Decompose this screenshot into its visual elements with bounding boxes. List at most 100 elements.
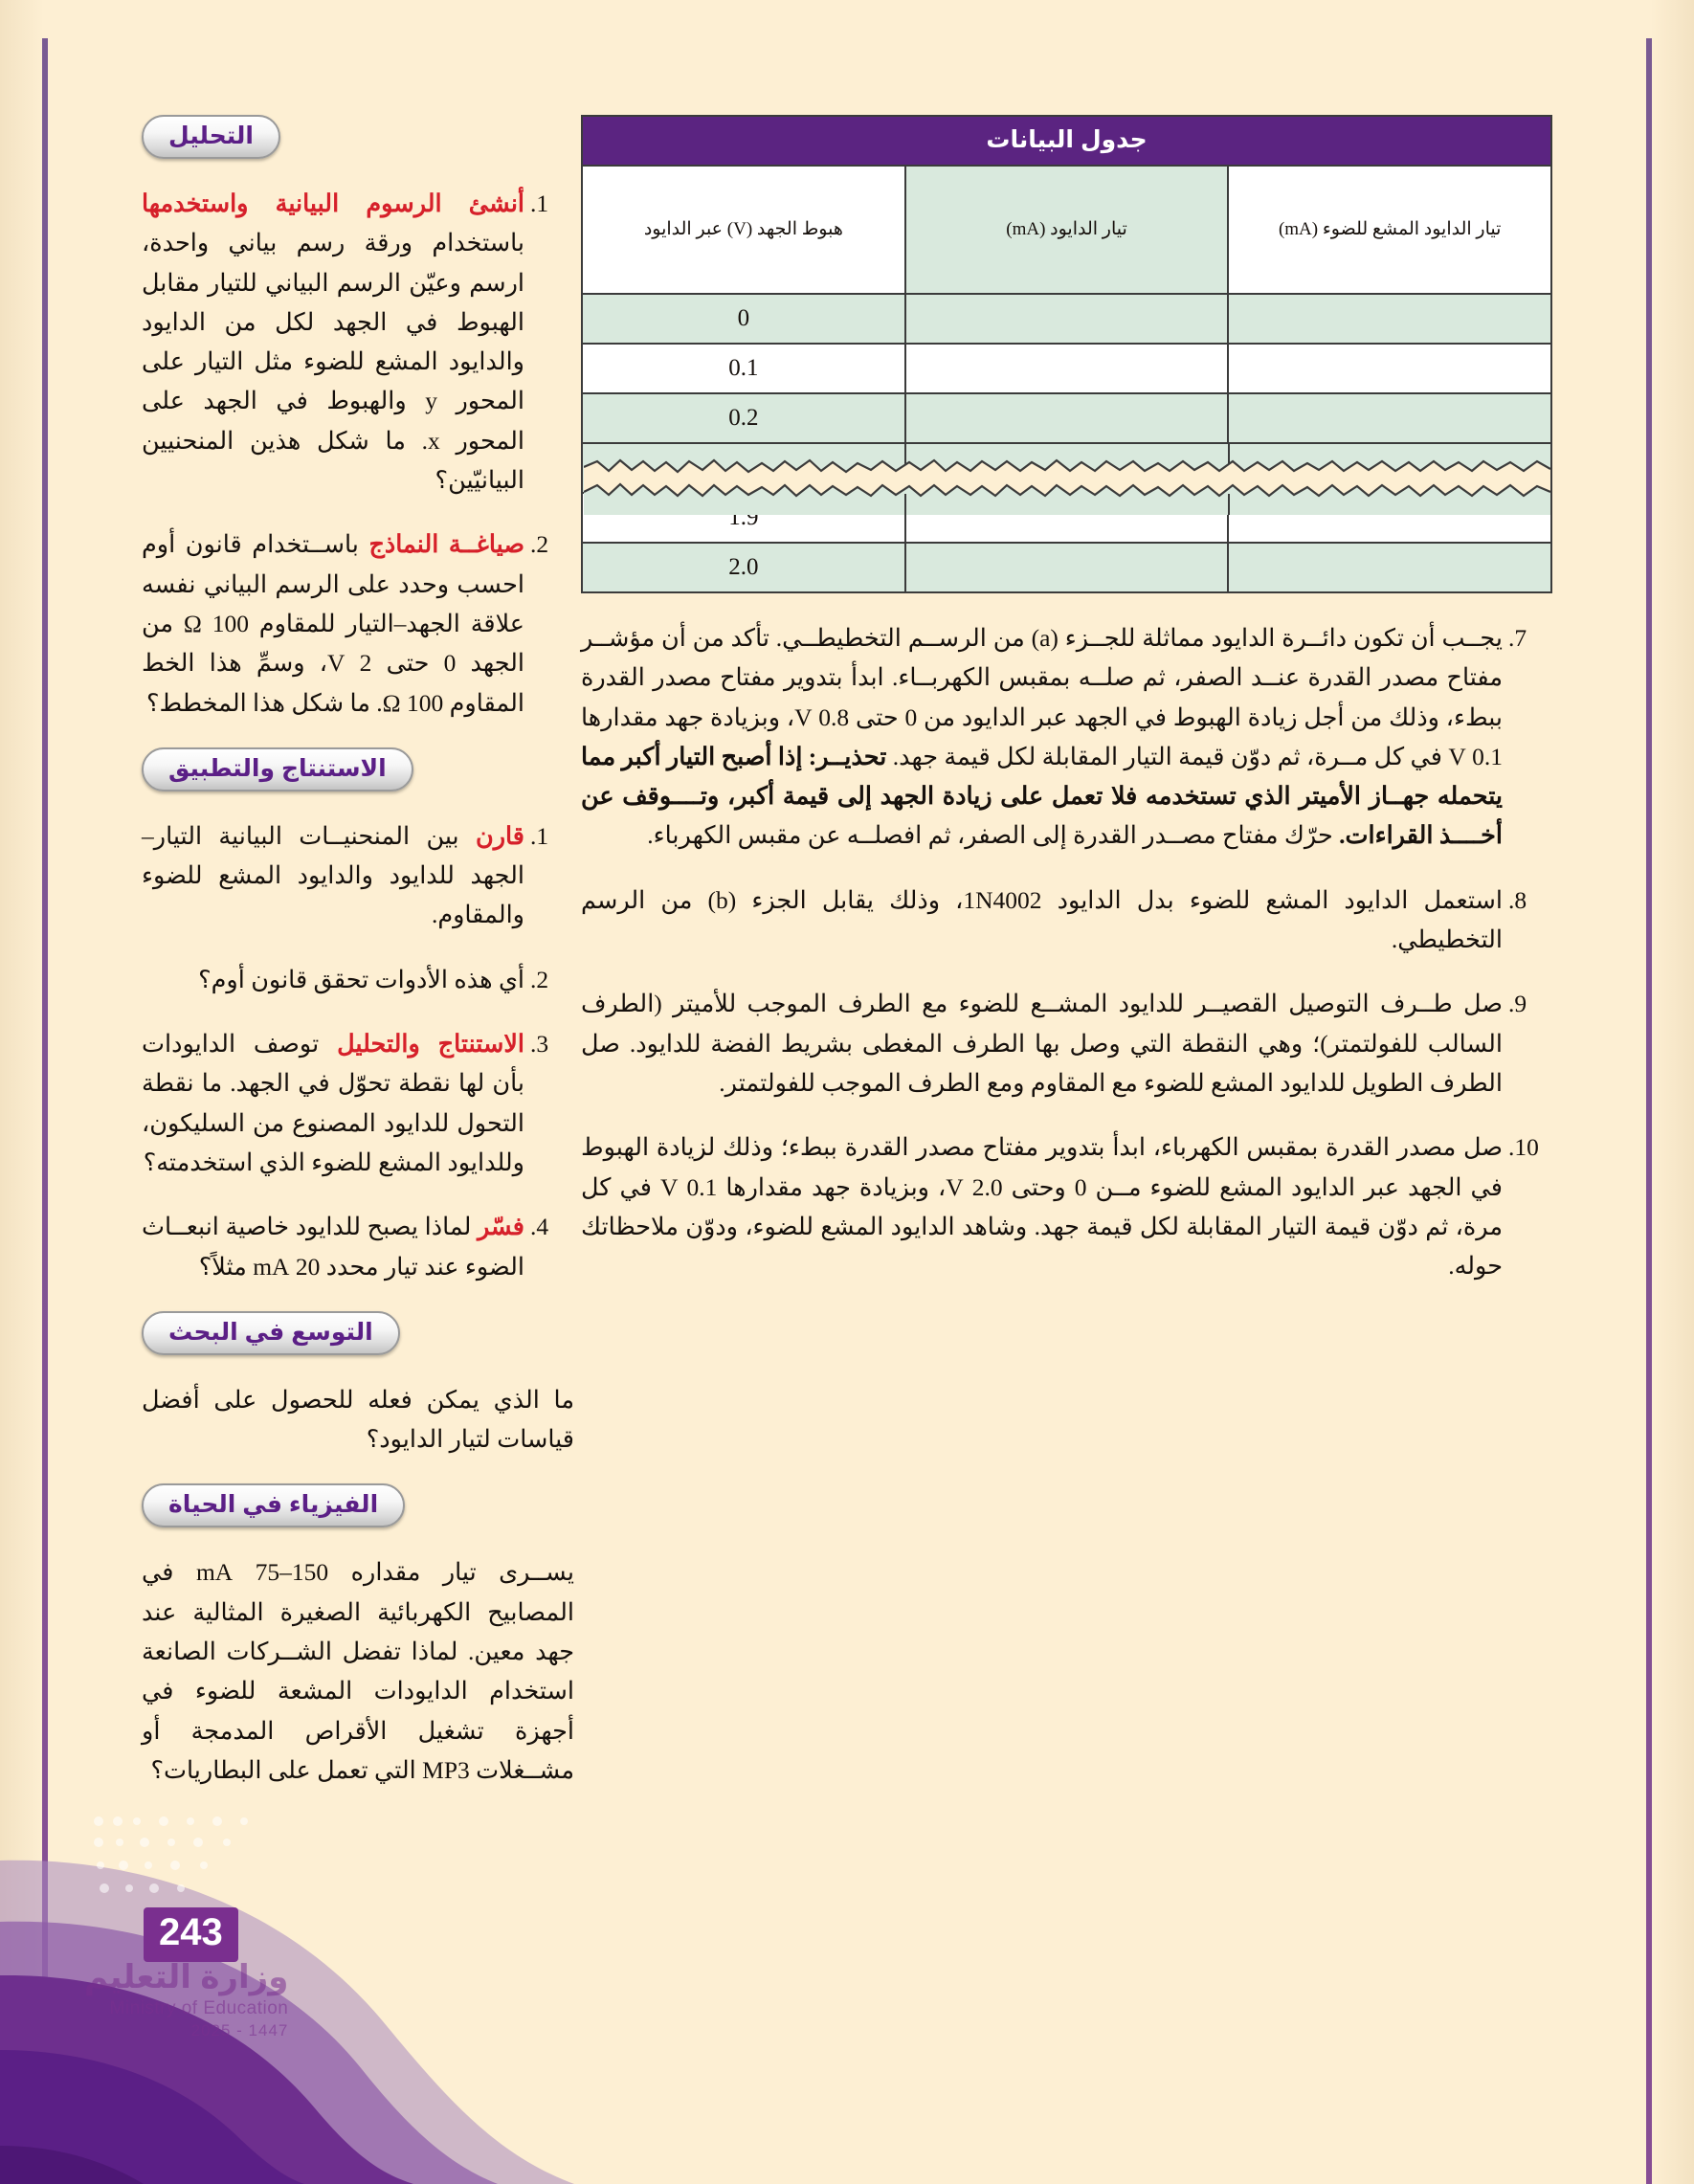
list-item-number: 2. [530,530,549,559]
extend-body: ما الذي يمكن فعله للحصول على أفضل قياسات… [142,1385,574,1454]
data-table-body: 0 0.1 0.2 [581,293,1552,593]
analysis-1-lead: أنشئ الرسوم البيانية واستخدمها [142,189,524,217]
analysis-list: 1. أنشئ الرسوم البيانية واستخدمها باستخد… [142,184,574,723]
data-table-wrapper: جدول البيانات تيار الدايود المشع للضوء (… [581,115,1552,593]
section-heading-extend-research: التوسع في البحث [142,1310,400,1355]
column-header-diode-current: تيار الدايود (mA) [903,165,1230,295]
list-item: 9. صل طــرف التوصيل القصيــر للدايود الم… [581,984,1552,1103]
list-item-number: 9. [1508,990,1527,1018]
conclude-4-body: لماذا يصبح للدايود خاصية انبعــاث الضوء … [142,1213,524,1281]
procedure-7-warning: تحذيــر: إذا أصبح التيار أكبر مما يتحمله… [581,742,1503,850]
procedure-7-part-3: حرّك مفتاح مصــدر القدرة إلى الصفر، ثم ا… [647,821,1340,850]
list-item-number: 1. [530,189,549,217]
cell-led-current[interactable] [1227,293,1552,345]
physics-life-heading-wrap: الفيزياء في الحياة [142,1483,574,1528]
list-item: 1. قارن بين المنحنيــات البيانية التيار–… [142,816,574,935]
list-item-number: 7. [1508,624,1527,652]
cell-voltage: 0 [581,293,906,345]
list-item-text: صل مصدر القدرة بمقبس الكهرباء، ابدأ بتدو… [581,1133,1503,1281]
binding-stripe-right [1646,0,1652,2184]
list-item-number: 10. [1508,1133,1539,1162]
list-item-text: صياغــة النماذج باســتخدام قانون أوم احس… [142,530,524,716]
list-item-text: أي هذه الأدوات تحقق قانون أوم؟ [198,965,524,993]
footer-decoration [0,1734,747,2184]
cell-diode-current[interactable] [903,293,1230,345]
list-item: 3. الاستنتاج والتحليل توصف الدايودات بأن… [142,1024,574,1182]
physics-life-body: يســرى تيار مقداره 150–75 mA في المصابيح… [142,1558,575,1784]
binding-gap-right [1646,0,1652,38]
zigzag-tear-icon [584,444,1550,515]
list-item-number: 8. [1508,885,1527,914]
table-row: 0.1 [581,343,1552,394]
table-row: 0 [581,293,1552,345]
ministry-year: 1447 - 2025 [190,2021,289,2039]
conclude-4-lead: فسّر [477,1213,524,1241]
analysis-2-lead: صياغــة النماذج [368,530,524,559]
binding-gap-left [42,0,48,38]
conclude-list: 1. قارن بين المنحنيــات البيانية التيار–… [142,816,574,1286]
footer-wave-graphic [0,1860,574,2184]
list-item-text: أنشئ الرسوم البيانية واستخدمها باستخدام … [142,189,524,494]
list-item: 10. صل مصدر القدرة بمقبس الكهرباء، ابدأ … [581,1127,1552,1285]
list-item-number: 4. [530,1213,549,1241]
cell-led-current[interactable] [1227,392,1552,444]
list-item-text: استعمل الدايود المشع للضوء بدل الدايود 1… [581,885,1503,954]
cell-voltage: 0.2 [581,392,906,444]
conclude-1-lead: قارن [476,821,524,850]
ministry-logo: وزارة التعليم Ministry of Education 1447… [84,1958,289,2040]
extend-heading-wrap: التوسع في البحث [142,1310,574,1355]
procedure-7-part-1: يجــب أن تكون دائــرة الدايود مماثلة للج… [581,624,1504,770]
right-column: جدول البيانات تيار الدايود المشع للضوء (… [581,115,1552,1310]
table-row: 2.0 [581,542,1552,593]
list-item-text: فسّر لماذا يصبح للدايود خاصية انبعــاث ا… [142,1213,524,1280]
analysis-heading-wrap: التحليل [142,115,574,159]
ministry-name-en: Ministry of Education [109,1998,289,2018]
list-item-text: قارن بين المنحنيــات البيانية التيار–الج… [142,822,524,929]
column-header-led-current: تيار الدايود المشع للضوء (mA) [1227,165,1552,295]
page-edge-right [1650,0,1694,2184]
cell-voltage: 0.1 [581,343,906,394]
list-item: 8. استعمل الدايود المشع للضوء بدل الدايو… [581,880,1552,960]
list-item-number: 2. [530,965,549,993]
cell-voltage: 2.0 [581,542,906,593]
data-table-caption: جدول البيانات [581,115,1552,165]
table-break-row [581,442,1552,515]
list-item-number: 3. [530,1030,549,1059]
cell-led-current[interactable] [1227,542,1552,593]
data-table-head: تيار الدايود المشع للضوء (mA) تيار الداي… [581,165,1552,295]
table-row: 0.2 [581,392,1552,444]
cell-diode-current[interactable] [903,343,1230,394]
list-item: 4. فسّر لماذا يصبح للدايود خاصية انبعــا… [142,1207,574,1286]
page-number: 243 [144,1907,238,1962]
conclude-3-lead: الاستنتاج والتحليل [337,1030,524,1059]
section-heading-physics-in-life: الفيزياء في الحياة [142,1483,406,1528]
analysis-1-body: باستخدام ورقة رسم بياني واحدة، ارسم وعيّ… [142,229,525,495]
list-item-number: 1. [530,821,549,850]
procedure-list: 7. يجــب أن تكون دائــرة الدايود مماثلة … [581,618,1552,1285]
table-header-row: تيار الدايود المشع للضوء (mA) تيار الداي… [581,165,1552,295]
binding-stripe-left [42,0,48,2184]
cell-led-current[interactable] [1227,343,1552,394]
list-item: 2. صياغــة النماذج باســتخدام قانون أوم … [142,524,574,722]
ministry-name-ar: وزارة التعليم [84,1959,289,1995]
list-item: 7. يجــب أن تكون دائــرة الدايود مماثلة … [581,618,1552,856]
page-edge-left [0,0,44,2184]
decorative-dot-grid [91,1814,273,1910]
list-item: 2. أي هذه الأدوات تحقق قانون أوم؟ [142,960,574,999]
section-heading-analysis: التحليل [142,115,280,159]
analysis-2-body: باســتخدام قانون أوم احسب وحدد على الرسم… [142,530,525,717]
cell-diode-current[interactable] [903,392,1230,444]
section-heading-conclude-apply: الاستنتاج والتطبيق [142,747,413,791]
list-item-text: صل طــرف التوصيل القصيــر للدايود المشــ… [581,990,1503,1097]
list-item: 1. أنشئ الرسوم البيانية واستخدمها باستخد… [142,184,574,500]
left-column: التحليل 1. أنشئ الرسوم البيانية واستخدمه… [142,115,574,1815]
conclude-heading-wrap: الاستنتاج والتطبيق [142,747,574,791]
conclude-3-body: توصف الدايودات بأن لها نقطة تحوّل في الج… [142,1030,524,1176]
dot-grid-icon [94,1816,248,1893]
list-item-text: يجــب أن تكون دائــرة الدايود مماثلة للج… [581,624,1503,849]
list-item-text: الاستنتاج والتحليل توصف الدايودات بأن له… [142,1030,524,1176]
column-header-voltage-drop: هبوط الجهد (V) عبر الدايود [581,165,906,295]
torn-break-marker [581,442,1552,515]
cell-diode-current[interactable] [903,542,1230,593]
